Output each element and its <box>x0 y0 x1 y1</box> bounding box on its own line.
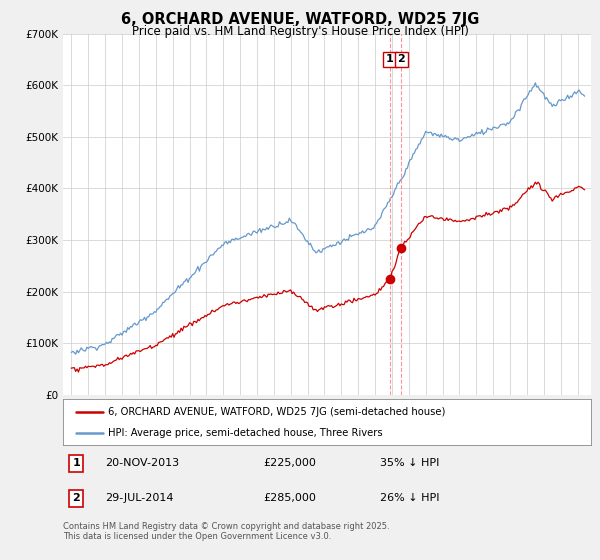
Text: 1: 1 <box>73 459 80 468</box>
Text: 6, ORCHARD AVENUE, WATFORD, WD25 7JG: 6, ORCHARD AVENUE, WATFORD, WD25 7JG <box>121 12 479 27</box>
Text: £285,000: £285,000 <box>263 493 317 503</box>
Text: Contains HM Land Registry data © Crown copyright and database right 2025.
This d: Contains HM Land Registry data © Crown c… <box>63 522 389 542</box>
Text: 1: 1 <box>386 54 394 64</box>
Text: Price paid vs. HM Land Registry's House Price Index (HPI): Price paid vs. HM Land Registry's House … <box>131 25 469 38</box>
Text: 20-NOV-2013: 20-NOV-2013 <box>105 459 179 468</box>
Text: 26% ↓ HPI: 26% ↓ HPI <box>380 493 439 503</box>
Text: 35% ↓ HPI: 35% ↓ HPI <box>380 459 439 468</box>
Text: 6, ORCHARD AVENUE, WATFORD, WD25 7JG (semi-detached house): 6, ORCHARD AVENUE, WATFORD, WD25 7JG (se… <box>108 407 445 417</box>
Text: £225,000: £225,000 <box>263 459 317 468</box>
Text: 29-JUL-2014: 29-JUL-2014 <box>105 493 174 503</box>
Text: 2: 2 <box>397 54 405 64</box>
Text: HPI: Average price, semi-detached house, Three Rivers: HPI: Average price, semi-detached house,… <box>108 428 383 438</box>
Text: 2: 2 <box>73 493 80 503</box>
